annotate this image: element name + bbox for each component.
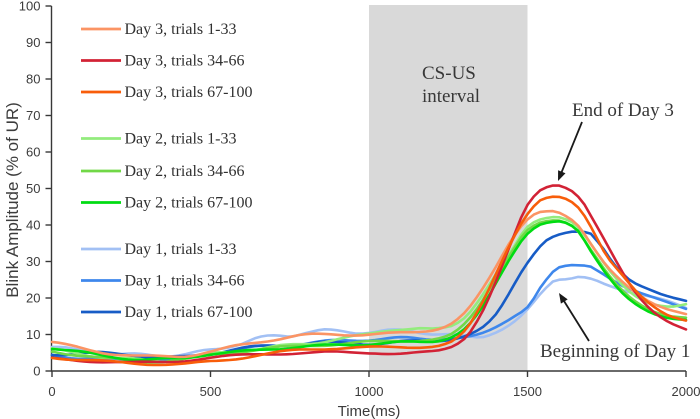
svg-text:Day 3, trials 67-100: Day 3, trials 67-100 [125, 84, 253, 101]
svg-text:Day 3, trials 1-33: Day 3, trials 1-33 [125, 21, 237, 38]
svg-text:70: 70 [26, 108, 40, 123]
svg-text:0: 0 [48, 384, 55, 399]
svg-text:90: 90 [26, 35, 40, 50]
svg-text:1000: 1000 [355, 384, 384, 399]
svg-text:Time(ms): Time(ms) [338, 403, 401, 419]
svg-text:Day 2, trials 34-66: Day 2, trials 34-66 [125, 163, 245, 180]
svg-text:Day 1, trials 34-66: Day 1, trials 34-66 [125, 272, 245, 289]
svg-text:20: 20 [26, 291, 40, 306]
svg-text:interval: interval [422, 86, 480, 107]
svg-text:80: 80 [26, 72, 40, 87]
svg-text:Day 1, trials 67-100: Day 1, trials 67-100 [125, 304, 253, 321]
svg-text:10: 10 [26, 327, 40, 342]
svg-text:50: 50 [26, 181, 40, 196]
svg-text:30: 30 [26, 254, 40, 269]
svg-text:500: 500 [200, 384, 222, 399]
svg-text:CS-US: CS-US [422, 63, 476, 84]
svg-text:Blink Amplitude (% of UR): Blink Amplitude (% of UR) [3, 102, 22, 298]
svg-text:Day 3, trials 34-66: Day 3, trials 34-66 [125, 52, 245, 69]
svg-text:Day 2, trials 67-100: Day 2, trials 67-100 [125, 194, 253, 211]
svg-text:0: 0 [33, 364, 40, 379]
svg-text:1500: 1500 [513, 384, 542, 399]
svg-text:Day 2, trials 1-33: Day 2, trials 1-33 [125, 130, 237, 147]
svg-text:60: 60 [26, 145, 40, 160]
svg-text:End of Day 3: End of Day 3 [572, 100, 674, 121]
svg-text:Beginning of Day 1: Beginning of Day 1 [540, 341, 690, 362]
svg-text:100: 100 [19, 0, 41, 14]
svg-text:2000: 2000 [672, 384, 700, 399]
svg-text:Day 1, trials 1-33: Day 1, trials 1-33 [125, 241, 237, 258]
svg-text:40: 40 [26, 218, 40, 233]
